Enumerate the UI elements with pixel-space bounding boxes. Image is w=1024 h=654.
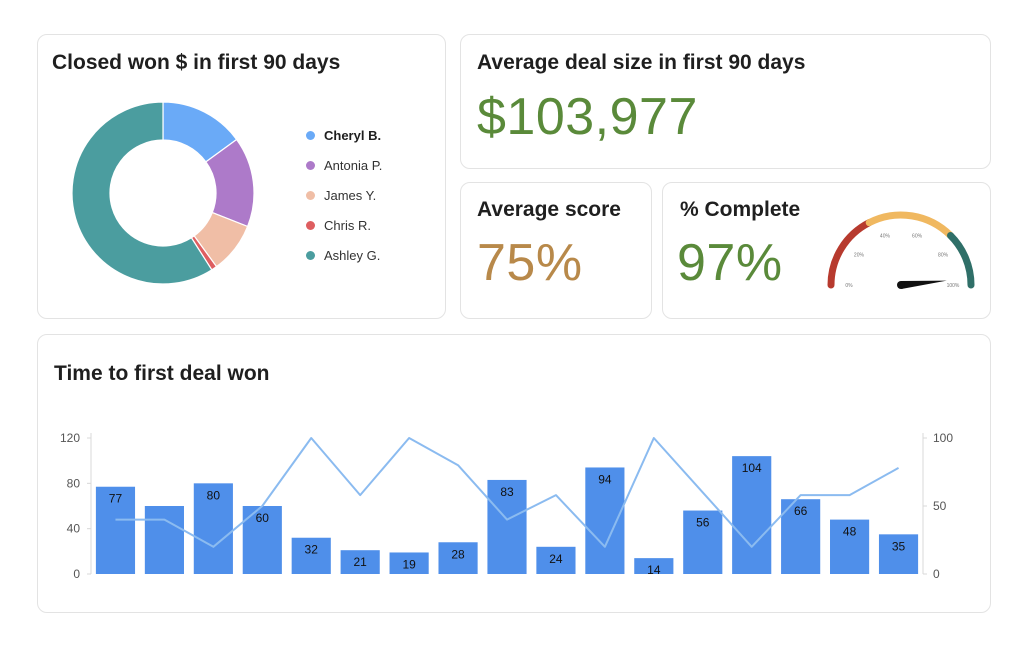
legend-label: Antonia P. (324, 157, 383, 173)
bar[interactable] (340, 550, 380, 574)
bar[interactable] (487, 479, 527, 574)
bar[interactable] (732, 456, 772, 574)
donut-chart (71, 101, 255, 285)
bar[interactable] (878, 534, 919, 574)
bar-line-chart: 0 40 80 120 0 50 100 77 80 60 32 21 19 28 83 24 94 14 56 10… (60, 431, 953, 581)
complete-card: % Complete 97% 0% 20% 40% 60% 80% 100% (662, 182, 991, 319)
closed-won-card: Closed won $ in first 90 days Cheryl B. A… (37, 34, 446, 319)
legend-label: Chris R. (324, 217, 371, 233)
bar[interactable] (291, 537, 331, 574)
donut-legend: Cheryl B. Antonia P. James Y. Chris R. Ashle… (306, 120, 382, 270)
legend-dot (306, 130, 315, 140)
donut-slice-ashley-g[interactable] (71, 101, 213, 285)
gauge-tick-label: 20% (854, 252, 865, 258)
left-axis-tick-label: 120 (60, 431, 80, 445)
complete-value: 97% (677, 234, 783, 292)
avg-deal-value: $103,977 (477, 88, 698, 146)
gauge-tick-label: 80% (938, 252, 949, 258)
bar-value-label: 48 (843, 525, 857, 539)
gauge-arc-segment (827, 219, 873, 289)
bar-value-label: 32 (305, 543, 319, 557)
bar-value-label: 60 (256, 511, 270, 525)
avg-score-card: Average score 75% (460, 182, 652, 319)
avg-score-value: 75% (477, 234, 583, 292)
bar-value-label: 104 (742, 461, 762, 475)
legend-item[interactable]: Ashley G. (306, 240, 382, 270)
gauge-hub (897, 281, 905, 289)
bar[interactable] (634, 558, 674, 574)
line-series[interactable] (115, 437, 900, 548)
bar-value-label: 56 (696, 516, 710, 530)
right-axis-tick-label: 0 (933, 567, 940, 581)
bar[interactable] (683, 510, 723, 574)
right-axis-tick-label: 50 (933, 499, 947, 513)
left-axis-tick-label: 40 (67, 522, 81, 536)
complete-title: % Complete (680, 198, 801, 221)
bar-value-label: 66 (794, 504, 808, 518)
gauge-chart: 0% 20% 40% 60% 80% 100% (827, 211, 975, 289)
time-to-first-deal-title: Time to first deal won (54, 362, 270, 385)
avg-score-title: Average score (477, 198, 621, 221)
bar-value-label: 28 (451, 547, 465, 561)
legend-dot (306, 250, 315, 260)
bar[interactable] (830, 519, 870, 574)
bar-value-label: 35 (892, 539, 906, 553)
bar[interactable] (193, 483, 233, 574)
bar-value-label: 83 (500, 485, 514, 499)
gauge-needle (900, 280, 947, 289)
bar[interactable] (585, 467, 625, 574)
bar-value-label: 14 (647, 563, 661, 577)
left-axis-tick-label: 80 (67, 476, 81, 490)
legend-item[interactable]: Antonia P. (306, 150, 382, 180)
bar[interactable] (438, 542, 478, 574)
bar[interactable] (536, 546, 576, 574)
gauge-arc-segment (946, 232, 975, 289)
bar-value-label: 21 (353, 555, 367, 569)
bar-value-label: 19 (402, 557, 416, 571)
gauge-tick-label: 40% (880, 234, 891, 240)
legend-dot (306, 220, 315, 230)
time-to-first-deal-card: Time to first deal won 0 40 80 120 0 50 100 77 8… (37, 334, 991, 613)
left-axis-tick-label: 0 (73, 567, 80, 581)
legend-dot (306, 160, 315, 170)
gauge-tick-label: 60% (912, 234, 923, 240)
bar[interactable] (781, 499, 821, 574)
legend-label: Cheryl B. (324, 127, 382, 143)
bar-value-label: 80 (207, 488, 221, 502)
gauge-tick-label: 100% (947, 283, 960, 289)
legend-item[interactable]: Chris R. (306, 210, 382, 240)
gauge-arc-segment (865, 211, 954, 240)
bar[interactable] (144, 506, 184, 574)
bar[interactable] (389, 552, 429, 574)
closed-won-title: Closed won $ in first 90 days (52, 51, 341, 74)
bar[interactable] (95, 486, 136, 574)
bar-value-label: 24 (549, 552, 563, 566)
legend-item[interactable]: Cheryl B. (306, 120, 382, 150)
right-axis-tick-label: 100 (933, 431, 953, 445)
bar-value-label: 77 (109, 492, 123, 506)
legend-item[interactable]: James Y. (306, 180, 382, 210)
avg-deal-title: Average deal size in first 90 days (477, 51, 806, 74)
legend-label: James Y. (324, 187, 377, 203)
gauge-tick-label: 0% (845, 283, 853, 289)
legend-label: Ashley G. (324, 247, 381, 263)
avg-deal-card: Average deal size in first 90 days $103,… (460, 34, 991, 169)
legend-dot (306, 190, 315, 200)
bar-value-label: 94 (598, 472, 612, 486)
